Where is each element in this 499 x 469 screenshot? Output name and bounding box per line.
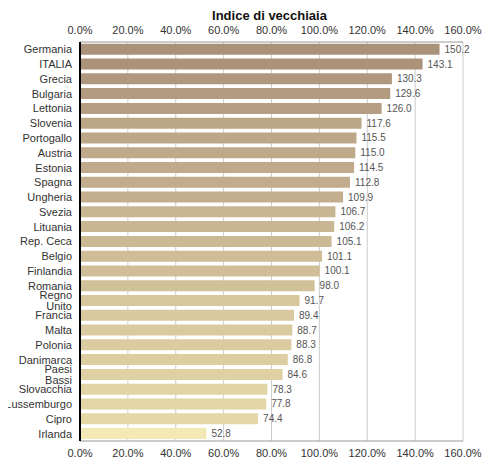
svg-text:Estonia: Estonia	[35, 162, 73, 174]
svg-text:Svezia: Svezia	[39, 206, 73, 218]
svg-text:52.8: 52.8	[211, 428, 231, 439]
svg-text:Irlanda: Irlanda	[38, 428, 73, 440]
svg-text:Francia: Francia	[35, 309, 73, 321]
svg-text:60.0%: 60.0%	[208, 447, 239, 459]
svg-text:140.0%: 140.0%	[396, 447, 434, 459]
svg-text:Finlandia: Finlandia	[27, 265, 73, 277]
svg-text:Lettonia: Lettonia	[33, 102, 73, 114]
svg-text:129.6: 129.6	[395, 88, 420, 99]
svg-text:80.0%: 80.0%	[256, 447, 287, 459]
svg-text:115.0: 115.0	[360, 147, 385, 158]
svg-text:160.0%: 160.0%	[444, 447, 482, 459]
svg-text:Bulgaria: Bulgaria	[32, 88, 73, 100]
svg-text:20.0%: 20.0%	[112, 24, 143, 36]
svg-text:Lussemburgo: Lussemburgo	[8, 398, 72, 410]
svg-text:120.0%: 120.0%	[349, 24, 387, 36]
svg-text:Grecia: Grecia	[40, 73, 73, 85]
svg-text:91.7: 91.7	[305, 295, 325, 306]
svg-text:105.1: 105.1	[337, 236, 362, 247]
svg-text:40.0%: 40.0%	[160, 447, 191, 459]
svg-text:143.1: 143.1	[428, 59, 453, 70]
svg-text:100.0%: 100.0%	[301, 447, 339, 459]
svg-text:140.0%: 140.0%	[396, 24, 434, 36]
svg-text:0.0%: 0.0%	[67, 24, 92, 36]
svg-text:126.0: 126.0	[387, 103, 412, 114]
svg-text:109.9: 109.9	[348, 192, 373, 203]
svg-text:117.6: 117.6	[367, 118, 392, 129]
svg-text:120.0%: 120.0%	[349, 447, 387, 459]
svg-text:Spagna: Spagna	[34, 176, 73, 188]
svg-text:Cipro: Cipro	[46, 413, 72, 425]
svg-text:Polonia: Polonia	[35, 339, 73, 351]
svg-text:Rep. Ceca: Rep. Ceca	[20, 235, 73, 247]
svg-text:Germania: Germania	[24, 43, 73, 55]
svg-text:Portogallo: Portogallo	[22, 132, 72, 144]
svg-text:86.8: 86.8	[293, 354, 313, 365]
svg-text:115.5: 115.5	[361, 132, 386, 143]
svg-text:112.8: 112.8	[355, 177, 380, 188]
svg-text:106.7: 106.7	[340, 206, 365, 217]
svg-text:88.7: 88.7	[297, 325, 317, 336]
svg-text:89.4: 89.4	[299, 310, 319, 321]
svg-text:80.0%: 80.0%	[256, 24, 287, 36]
svg-text:150.2: 150.2	[445, 44, 470, 55]
svg-text:101.1: 101.1	[327, 251, 352, 262]
svg-text:Slovenia: Slovenia	[30, 117, 73, 129]
svg-text:88.3: 88.3	[296, 339, 316, 350]
svg-text:ITALIA: ITALIA	[39, 58, 72, 70]
svg-text:Austria: Austria	[38, 147, 73, 159]
svg-text:100.1: 100.1	[325, 265, 350, 276]
svg-text:130.3: 130.3	[397, 73, 422, 84]
svg-text:Lituania: Lituania	[33, 221, 72, 233]
svg-text:Malta: Malta	[45, 324, 73, 336]
svg-text:20.0%: 20.0%	[112, 447, 143, 459]
svg-text:106.2: 106.2	[339, 221, 364, 232]
svg-text:Belgio: Belgio	[41, 250, 72, 262]
svg-text:Ungheria: Ungheria	[27, 191, 73, 203]
svg-text:100.0%: 100.0%	[301, 24, 339, 36]
svg-text:84.6: 84.6	[288, 369, 308, 380]
svg-text:77.8: 77.8	[271, 398, 291, 409]
svg-text:40.0%: 40.0%	[160, 24, 191, 36]
svg-text:114.5: 114.5	[359, 162, 384, 173]
svg-text:98.0: 98.0	[320, 280, 340, 291]
svg-text:74.4: 74.4	[263, 413, 283, 424]
svg-text:78.3: 78.3	[272, 384, 292, 395]
svg-text:160.0%: 160.0%	[444, 24, 482, 36]
svg-text:60.0%: 60.0%	[208, 24, 239, 36]
svg-text:Slovacchia: Slovacchia	[19, 383, 73, 395]
svg-text:0.0%: 0.0%	[67, 447, 92, 459]
